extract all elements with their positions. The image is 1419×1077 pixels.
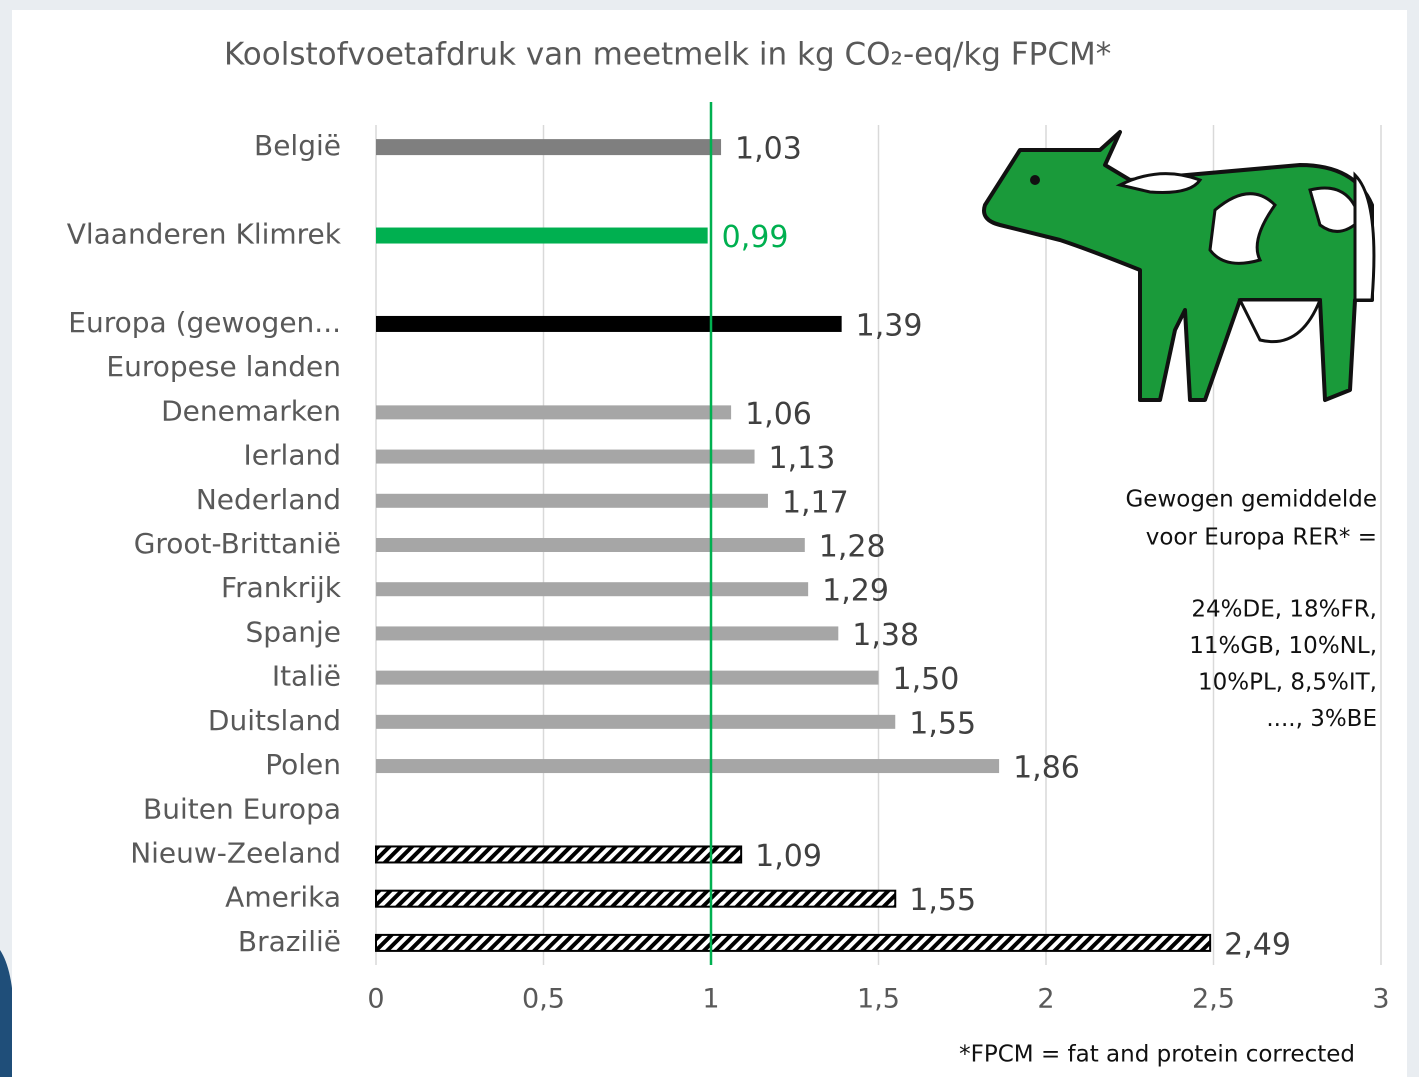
bar xyxy=(376,449,755,464)
bar xyxy=(376,493,768,508)
value-label: 1,39 xyxy=(856,308,923,343)
bar xyxy=(376,626,839,641)
decoration xyxy=(0,950,15,1077)
annotation: 24%DE, 18%FR, xyxy=(1191,597,1377,623)
annotation: 10%PL, 8,5%IT, xyxy=(1198,670,1377,696)
annotation: voor Europa RER* = xyxy=(1146,525,1377,551)
value-label: 1,55 xyxy=(909,883,976,918)
y-tick-label: Europa (gewogen... xyxy=(68,306,341,339)
x-tick-label: 1,5 xyxy=(857,984,900,1015)
value-label: 1,13 xyxy=(769,441,836,476)
y-tick-label: Italië xyxy=(272,660,341,693)
y-tick-label: Buiten Europa xyxy=(143,792,341,825)
bar xyxy=(375,845,743,864)
value-label: 2,49 xyxy=(1224,927,1291,962)
bar xyxy=(376,405,732,420)
value-label: 1,03 xyxy=(735,132,802,167)
value-label: 1,28 xyxy=(819,530,886,565)
y-tick-label: Denemarken xyxy=(161,394,341,427)
y-tick-label: Spanje xyxy=(246,615,341,648)
y-tick-label: Ierland xyxy=(244,439,341,472)
y-tick-label: Polen xyxy=(265,748,341,781)
x-tick-label: 1 xyxy=(702,984,719,1015)
x-tick-label: 2 xyxy=(1037,984,1054,1015)
bar xyxy=(376,538,805,552)
y-tick-label: Vlaanderen Klimrek xyxy=(67,218,342,251)
bar xyxy=(375,889,897,908)
bar xyxy=(376,582,809,597)
y-tick-label: Europese landen xyxy=(106,350,341,383)
bar xyxy=(376,670,879,685)
x-tick-label: 3 xyxy=(1372,984,1389,1015)
x-tick-label: 2,5 xyxy=(1192,984,1235,1015)
x-tick-label: 0,5 xyxy=(522,984,565,1015)
value-label: 1,38 xyxy=(852,618,919,653)
annotation: Gewogen gemiddelde xyxy=(1125,487,1377,513)
bar xyxy=(376,315,842,332)
chart-title: Koolstofvoetafdruk van meetmelk in kg CO… xyxy=(224,37,1111,73)
annotation: 11%GB, 10%NL, xyxy=(1189,633,1377,659)
annotation: ...., 3%BE xyxy=(1266,706,1377,732)
y-tick-label: Nederland xyxy=(196,483,341,516)
value-label: 1,06 xyxy=(745,397,812,432)
value-label: 0,99 xyxy=(722,220,789,255)
y-tick-label: Frankrijk xyxy=(221,571,342,604)
footnote: *FPCM = fat and protein corrected xyxy=(959,1042,1355,1068)
bar xyxy=(376,759,1000,774)
y-tick-label: Groot-Brittanië xyxy=(134,527,341,560)
bar xyxy=(376,714,896,729)
y-tick-label: Duitsland xyxy=(208,704,341,737)
value-label: 1,55 xyxy=(909,706,976,741)
value-label: 1,50 xyxy=(893,662,960,697)
value-label: 1,29 xyxy=(822,574,889,609)
y-tick-label: Amerika xyxy=(225,881,341,914)
value-label: 1,09 xyxy=(755,839,822,874)
y-tick-label: Nieuw-Zeeland xyxy=(130,836,341,869)
x-tick-label: 0 xyxy=(367,984,384,1015)
value-label: 1,17 xyxy=(782,485,849,520)
value-label: 1,86 xyxy=(1013,751,1080,786)
bar xyxy=(376,227,708,244)
y-tick-label: Brazilië xyxy=(238,925,341,958)
y-tick-label: België xyxy=(254,129,341,162)
bar xyxy=(375,933,1212,952)
cow xyxy=(982,130,1376,402)
bar xyxy=(376,139,722,156)
